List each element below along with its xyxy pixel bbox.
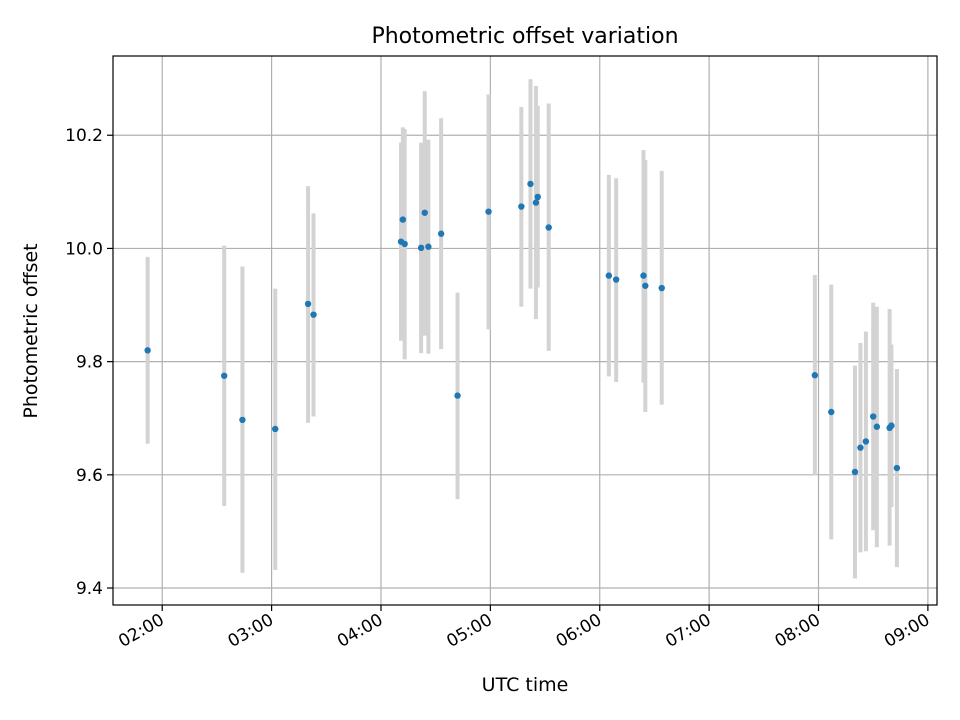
grid-lines: [113, 56, 937, 605]
error-bars: [145, 79, 899, 579]
data-point: [518, 203, 525, 210]
data-point: [417, 244, 425, 252]
data-point: [144, 347, 151, 354]
data-point: [272, 425, 279, 433]
data-point: [811, 372, 819, 379]
x-tick-label: 08:00: [772, 610, 824, 652]
data-point: [869, 413, 877, 420]
data-point: [893, 464, 901, 472]
data-point: [828, 408, 835, 416]
data-point: [421, 209, 428, 216]
data-point: [399, 216, 407, 223]
y-ticks: 9.4 9.6 9.8 10.0 10.2: [65, 126, 113, 599]
data-point: [857, 444, 864, 451]
data-point: [851, 468, 859, 476]
data-point: [642, 282, 649, 289]
y-tick-label: 10.2: [65, 126, 103, 146]
chart-title: Photometric offset variation: [371, 24, 678, 49]
data-point: [310, 311, 317, 318]
x-tick-label: 07:00: [662, 610, 714, 652]
data-point: [534, 193, 541, 201]
data-point: [640, 272, 647, 279]
data-point: [485, 208, 492, 215]
data-point: [658, 284, 665, 292]
x-tick-label: 04:00: [334, 610, 386, 652]
y-tick-label: 10.0: [65, 239, 103, 259]
data-point: [605, 272, 613, 279]
x-tick-label: 02:00: [115, 610, 167, 652]
x-axis-label: UTC time: [482, 674, 569, 696]
data-point: [239, 416, 246, 424]
data-point: [532, 199, 540, 206]
data-point: [545, 224, 552, 231]
y-tick-label: 9.4: [76, 579, 103, 599]
plot-frame: [112, 55, 938, 606]
x-ticks: 02:00 03:00 04:00 05:00 06:00 07:00 08:00 09:00: [115, 605, 933, 652]
data-point: [437, 230, 445, 237]
x-tick-label: 09:00: [881, 610, 933, 652]
data-point: [527, 180, 534, 188]
y-tick-label: 9.8: [76, 353, 103, 373]
data-point: [425, 243, 432, 250]
data-points: [144, 180, 901, 476]
x-tick-label: 06:00: [553, 610, 605, 652]
data-point: [454, 392, 461, 399]
data-point: [888, 422, 895, 429]
data-point: [304, 300, 312, 308]
data-point: [401, 240, 408, 248]
data-point: [221, 372, 228, 379]
y-axis-label: Photometric offset: [20, 243, 42, 418]
data-point: [862, 438, 870, 445]
y-tick-label: 9.6: [76, 466, 103, 486]
x-tick-label: 03:00: [225, 610, 277, 652]
data-point: [612, 276, 620, 283]
x-tick-label: 05:00: [443, 610, 495, 652]
data-point: [873, 423, 881, 430]
